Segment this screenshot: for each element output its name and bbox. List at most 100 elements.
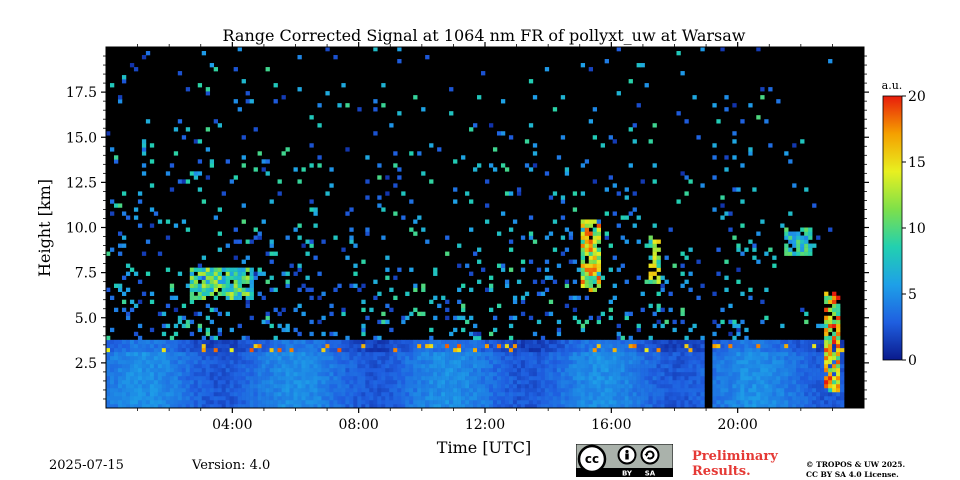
heatmap-cell <box>385 363 390 369</box>
heatmap-cell <box>812 387 817 393</box>
heatmap-cell <box>229 327 234 333</box>
heatmap-cell <box>157 363 163 369</box>
heatmap-cell <box>800 367 805 373</box>
heatmap-cell <box>277 371 282 377</box>
heatmap-cell <box>385 355 390 361</box>
heatmap-cell <box>209 383 215 389</box>
heatmap-cell <box>628 359 633 365</box>
colorbar-tick-label: 10 <box>908 221 926 237</box>
heatmap-cell <box>165 391 171 397</box>
heatmap-cell <box>297 363 302 369</box>
heatmap-cell <box>269 359 274 365</box>
heatmap-cell <box>165 395 171 401</box>
heatmap-cell <box>580 63 586 68</box>
heatmap-cell <box>788 343 793 349</box>
heatmap-cell <box>580 375 586 381</box>
heatmap-cell <box>684 383 689 389</box>
heatmap-cell <box>596 367 601 373</box>
heatmap-cell <box>445 363 450 369</box>
heatmap-cell <box>189 395 195 401</box>
heatmap-cell <box>712 355 717 361</box>
heatmap-cell <box>413 363 418 369</box>
heatmap-cell <box>816 343 821 349</box>
heatmap-cell <box>592 107 598 112</box>
heatmap-cell <box>273 351 278 357</box>
heatmap-cell <box>237 403 242 408</box>
heatmap-cell <box>776 403 781 408</box>
heatmap-cell <box>832 371 837 377</box>
heatmap-cell <box>660 367 665 373</box>
heatmap-cell <box>205 331 211 337</box>
heatmap-cell <box>129 383 135 389</box>
heatmap-cell <box>321 331 326 337</box>
heatmap-cell <box>536 375 542 381</box>
heatmap-cell <box>544 235 550 240</box>
heatmap-cell <box>173 375 179 381</box>
heatmap-cell <box>313 391 318 397</box>
heatmap-cell <box>333 399 338 405</box>
heatmap-cell <box>229 355 234 361</box>
heatmap-cell <box>736 331 741 337</box>
heatmap-cell <box>361 283 366 288</box>
heatmap-cell <box>668 399 673 405</box>
heatmap-cell <box>209 403 215 408</box>
heatmap-cell <box>413 339 418 345</box>
heatmap-cell <box>413 307 418 313</box>
heatmap-cell <box>141 399 147 405</box>
heatmap-cell <box>205 287 211 292</box>
heatmap-cell <box>780 223 785 228</box>
heatmap-cell <box>724 275 729 280</box>
cc-by-sa-license-badge[interactable]: cc BY SA <box>576 444 673 477</box>
heatmap-cell <box>504 391 510 397</box>
heatmap-cell <box>189 283 195 288</box>
heatmap-cell <box>181 339 187 345</box>
heatmap-cell <box>628 311 633 317</box>
x-tick-label: 20:00 <box>717 417 757 433</box>
heatmap-cell <box>824 335 829 341</box>
heatmap-cell <box>624 387 629 393</box>
heatmap-cell <box>273 335 278 341</box>
heatmap-cell <box>804 399 809 405</box>
heatmap-cell <box>680 307 685 313</box>
heatmap-cell <box>612 371 617 377</box>
heatmap-cell <box>393 351 398 357</box>
heatmap-cell <box>209 351 215 357</box>
heatmap-cell <box>800 247 805 252</box>
heatmap-cell <box>496 363 502 369</box>
heatmap-cell <box>417 343 422 349</box>
heatmap-cell <box>728 343 733 349</box>
heatmap-cell <box>528 375 534 381</box>
heatmap-cell <box>520 343 526 349</box>
heatmap-cell <box>812 343 817 349</box>
heatmap-cell <box>333 387 338 393</box>
heatmap-cell <box>788 347 793 353</box>
heatmap-cell <box>106 375 111 381</box>
heatmap-cell <box>532 95 538 100</box>
heatmap-cell <box>488 363 494 369</box>
heatmap-cell <box>608 383 613 389</box>
heatmap-cell <box>800 383 805 389</box>
heatmap-cell <box>552 403 558 408</box>
heatmap-cell <box>792 399 797 405</box>
heatmap-cell <box>345 351 350 357</box>
heatmap-cell <box>744 399 749 405</box>
heatmap-cell <box>125 355 131 361</box>
heatmap-cell <box>281 363 286 369</box>
heatmap-cell <box>736 383 741 389</box>
heatmap-cell <box>784 355 789 361</box>
heatmap-cell <box>548 403 554 408</box>
heatmap-cell <box>341 83 346 88</box>
heatmap-cell <box>616 371 621 377</box>
heatmap-cell <box>604 235 609 240</box>
heatmap-cell <box>504 347 510 353</box>
heatmap-cell <box>536 367 542 373</box>
heatmap-cell <box>333 343 338 349</box>
heatmap-cell <box>277 363 282 369</box>
heatmap-cell <box>245 287 250 292</box>
heatmap-cell <box>133 363 139 369</box>
heatmap-cell <box>820 339 825 345</box>
heatmap-cell <box>106 399 111 405</box>
heatmap-cell <box>588 219 594 224</box>
heatmap-cell <box>421 283 426 288</box>
heatmap-cell <box>676 51 681 56</box>
